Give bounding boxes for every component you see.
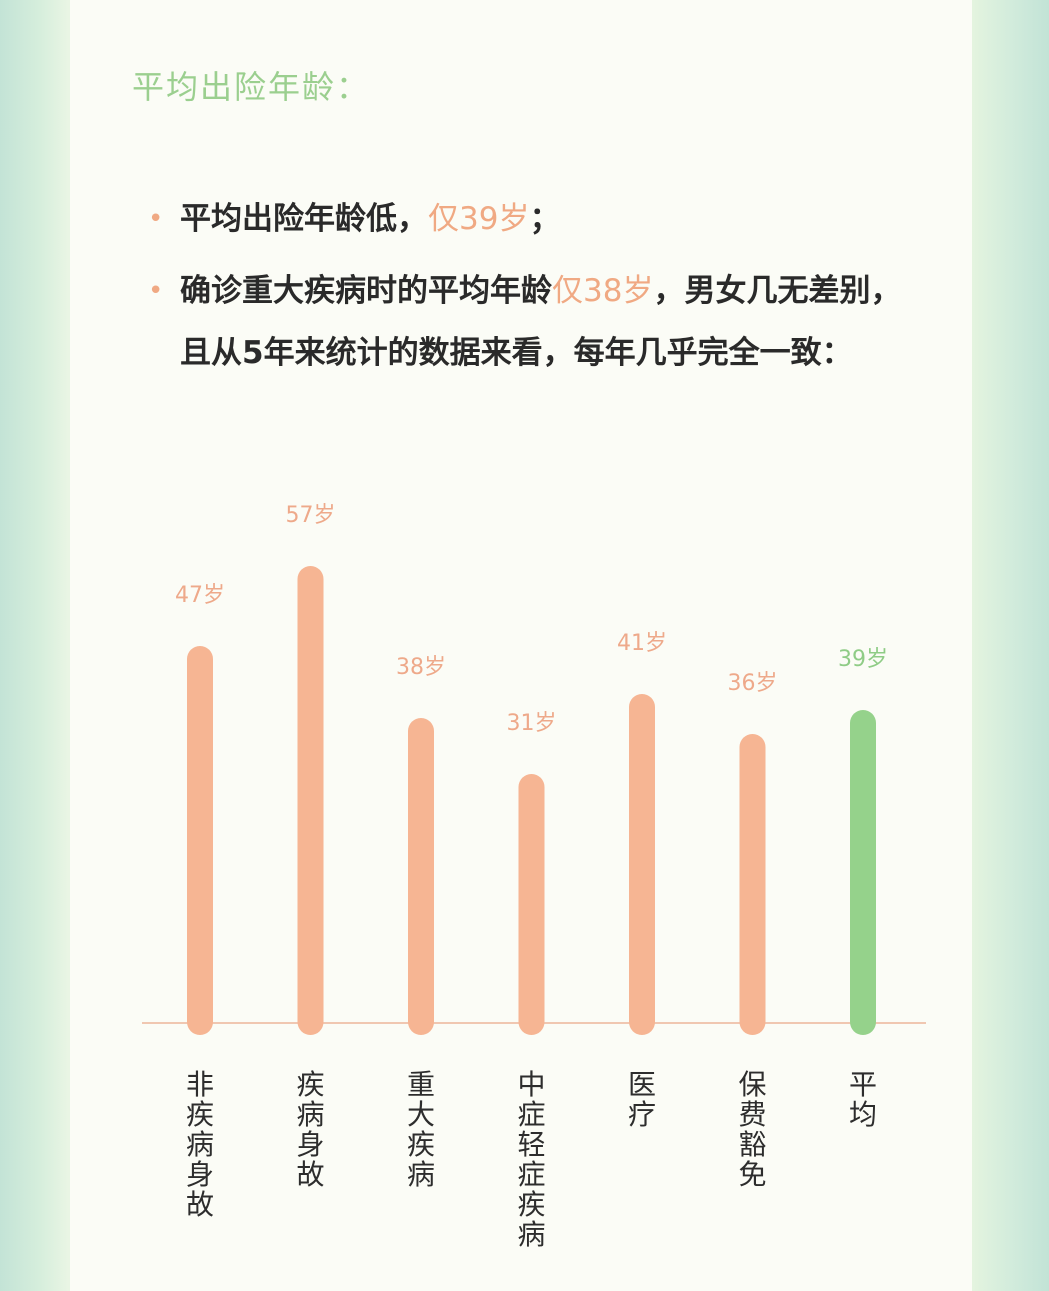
bullet-text-end: ； [529,201,561,237]
category-label-char: 症 [517,1158,545,1191]
value-label-5: 36岁 [728,671,778,696]
value-label-6: 39岁 [838,647,888,672]
category-label-char: 病 [186,1128,214,1161]
category-label-char: 平 [849,1068,877,1101]
category-label-char: 病 [517,1218,545,1251]
category-label-char: 非 [186,1068,214,1101]
bullet-dot-icon: • [148,276,164,306]
category-label-char: 病 [407,1158,435,1191]
category-label-char: 身 [296,1128,324,1161]
right-side-background [972,0,1049,1291]
value-label-2: 38岁 [396,655,446,680]
category-label-char: 均 [849,1098,877,1131]
category-label-char: 病 [296,1098,324,1131]
claim-age-bar-chart: 47岁非疾病身故57岁疾病身故38岁重大疾病31岁中症轻症疾病41岁医疗36岁保… [142,503,926,1251]
bullet-text-end: ，男女几无差别，且从5年来统计的数据来看，每年几乎完全一致： [180,273,902,371]
category-label-char: 故 [296,1158,324,1191]
category-label-char: 重 [407,1068,435,1101]
category-label-char: 症 [517,1098,545,1131]
bar-6 [850,710,876,1035]
bullet-highlight: 仅39岁 [428,201,530,237]
section-title: 平均出险年龄： [132,68,371,106]
bullet-text: 确诊重大疾病时的平均年龄 [180,273,552,309]
bullet-text: 平均出险年龄低， [180,201,428,237]
bullet-list: • 平均出险年龄低，仅39岁； • 确诊重大疾病时的平均年龄仅38岁，男女几无差别，… [142,188,922,394]
category-label-char: 身 [186,1158,214,1191]
bullet-item-average-age: • 平均出险年龄低，仅39岁； [142,188,922,250]
category-label-char: 疾 [407,1128,435,1161]
bar-2 [408,718,434,1035]
bullet-highlight: 仅38岁 [552,273,654,309]
category-label-char: 中 [517,1068,545,1101]
category-label-char: 疾 [517,1188,545,1221]
bar-5 [739,734,766,1035]
category-label-char: 保 [738,1068,766,1101]
value-label-4: 41岁 [617,631,667,656]
bar-1 [297,566,324,1035]
category-label-6: 平均 [849,1068,877,1131]
category-label-char: 故 [186,1188,214,1221]
category-label-2: 重大疾病 [407,1068,435,1191]
category-label-char: 大 [407,1098,435,1131]
category-label-char: 疾 [296,1068,324,1101]
category-label-char: 豁 [738,1128,766,1161]
content-card: 平均出险年龄： • 平均出险年龄低，仅39岁； • 确诊重大疾病时的平均年龄仅38岁… [70,0,972,1291]
bullet-item-critical-illness-age: • 确诊重大疾病时的平均年龄仅38岁，男女几无差别，且从5年来统计的数据来看，每年… [142,260,922,384]
category-label-char: 疗 [628,1098,656,1131]
value-label-3: 31岁 [507,711,557,736]
category-label-char: 费 [738,1098,766,1131]
bar-4 [629,694,655,1035]
bar-0 [187,646,213,1035]
category-label-char: 免 [738,1158,766,1191]
bar-3 [518,774,545,1035]
value-label-0: 47岁 [175,583,225,608]
category-label-char: 轻 [517,1128,545,1161]
bullet-dot-icon: • [148,204,164,234]
category-label-4: 医疗 [628,1068,656,1131]
category-label-char: 疾 [186,1098,214,1131]
category-label-char: 医 [628,1068,656,1101]
value-label-1: 57岁 [286,503,336,528]
